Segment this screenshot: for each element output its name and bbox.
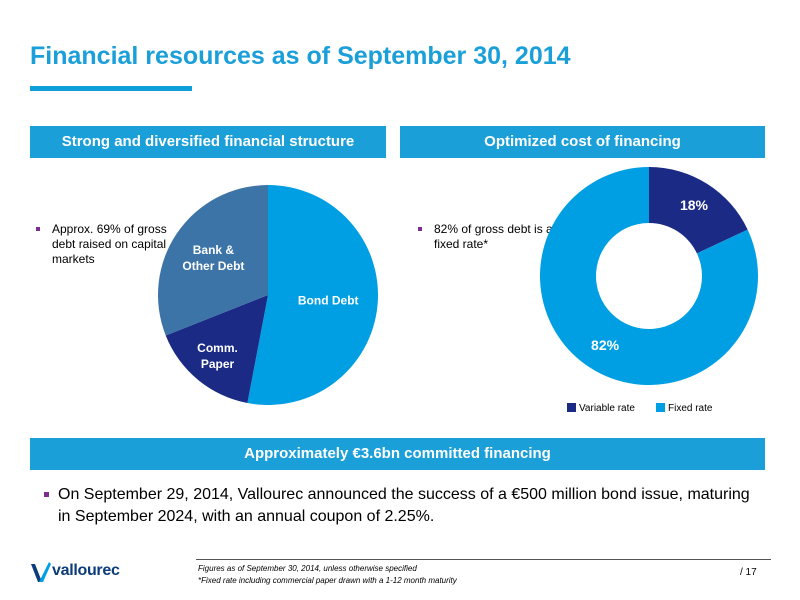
pie-label-bank-other-debt: Bank & Other Debt [182,243,244,273]
right-panel-header: Optimized cost of financing [400,126,765,158]
left-panel-header: Strong and diversified financial structu… [30,126,386,158]
donut-label-variable-rate: 18% [680,197,709,213]
left-note-text: Approx. 69% of gross debt raised on capi… [52,222,167,266]
donut-slice-fixed-rate [540,167,758,385]
pie-label-bond-debt: Bond Debt [298,294,359,308]
footer-divider [196,559,771,560]
fixed-variable-donut-chart: 18% 82% [540,167,758,385]
page-number: / 17 [740,567,757,578]
bullet-square-icon [418,227,422,231]
bullet-square-icon [44,492,49,497]
right-note: 82% of gross debt is at fixed rate* [418,222,558,252]
legend-label-fixed: Fixed rate [668,403,713,414]
legend-swatch-variable [567,403,576,412]
legend-swatch-fixed [656,403,665,412]
vallourec-logo: vallourec [30,560,160,586]
left-note: Approx. 69% of gross debt raised on capi… [36,222,176,267]
pie-slice-bank-other-debt [157,185,268,336]
donut-label-fixed-rate: 82% [591,337,620,353]
legend-label-variable: Variable rate [579,403,635,414]
bond-issue-bullet: On September 29, 2014, Vallourec announc… [44,484,764,528]
donut-slice-variable-rate [649,167,748,254]
debt-structure-pie-chart: Bond Debt Comm. Paper Bank & Other Debt [157,185,379,405]
brand-name: vallourec [52,562,120,579]
page-title: Financial resources as of September 30, … [30,42,571,70]
right-note-text: 82% of gross debt is at fixed rate* [434,222,557,251]
bullet-square-icon [36,227,40,231]
pie-slice-bond-debt [247,185,379,405]
legend-item-fixed: Fixed rate [656,403,712,415]
committed-financing-header: Approximately €3.6bn committed financing [30,438,765,470]
legend-item-variable: Variable rate [567,403,635,415]
bond-issue-text: On September 29, 2014, Vallourec announc… [58,486,750,525]
pie-label-comm-paper: Comm. Paper [197,341,238,371]
pie-slice-comm-paper [165,295,268,404]
footnote-2: *Fixed rate including commercial paper d… [198,576,457,585]
footnote-1: Figures as of September 30, 2014, unless… [198,564,417,573]
vallourec-v-logo-icon [31,562,51,582]
title-underline [30,86,192,91]
